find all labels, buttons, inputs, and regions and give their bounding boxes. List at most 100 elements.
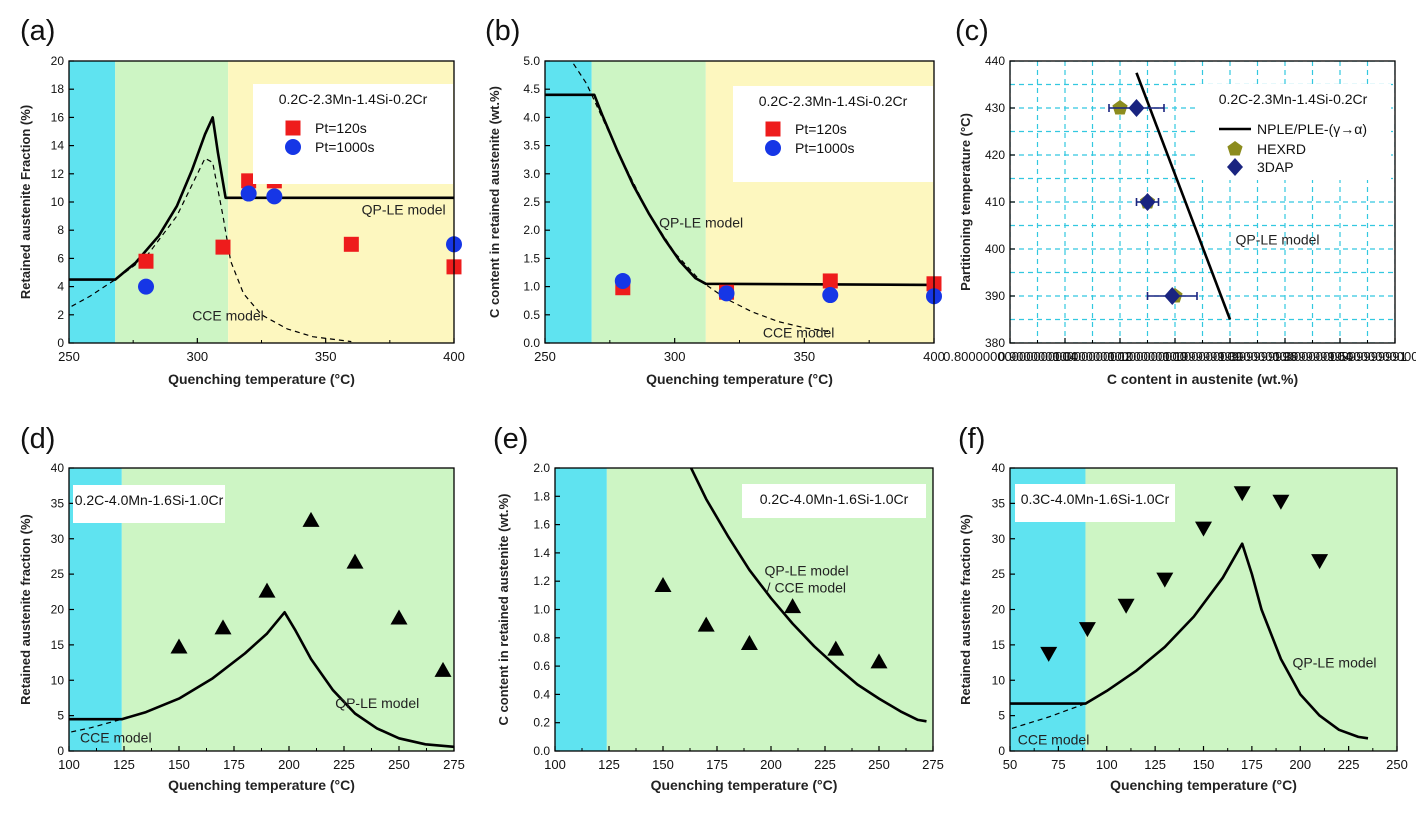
annotation-e: / CCE model: [767, 580, 846, 596]
y-tick-label: 4.0: [523, 110, 540, 124]
data-point-f: [1040, 646, 1058, 662]
x-tick-label: 75: [1051, 757, 1065, 772]
x-axis-title-d: Quenching temperature (°C): [168, 777, 355, 793]
y-axis-title-a: Retained austenite Fraction (%): [18, 105, 33, 299]
x-tick-label: 250: [1386, 757, 1408, 772]
model-line-b-0: [545, 93, 934, 287]
data-point-a: [138, 278, 154, 295]
y-tick-label: 20: [51, 54, 65, 68]
x-tick-label: 100: [1096, 757, 1118, 772]
x-tick-label: 0.90000000000000002: [998, 349, 1132, 364]
legend-item-label: HEXRD: [1257, 141, 1306, 157]
x-tick-label: 100: [58, 757, 80, 772]
data-point-f: [1272, 494, 1290, 510]
x-tick-label: 125: [598, 757, 620, 772]
data-point-d: [434, 661, 452, 677]
y-tick-label: 1.0: [533, 603, 550, 617]
data-point-d: [302, 511, 320, 527]
y-tick-label: 430: [985, 101, 1005, 115]
x-tick-label: 225: [814, 757, 836, 772]
y-tick-label: 5: [998, 709, 1005, 723]
legend-box-c: [1195, 84, 1391, 180]
x-tick-label: 125: [1144, 757, 1166, 772]
region-b-1: [591, 61, 706, 343]
model-line-c-0: [1135, 72, 1232, 320]
chart-f: (f) 50 75 100 125 150 175 200 225 250 0 5 10 15 20 25 30…: [958, 423, 1408, 793]
y-tick-label: 12: [51, 167, 65, 181]
y-tick-label: 5: [57, 709, 64, 723]
y-tick-label: 1.2: [533, 574, 550, 588]
region-a-1: [115, 61, 229, 343]
legend-marker-swatch: [1227, 141, 1243, 156]
y-tick-label: 0.2: [533, 716, 550, 730]
x-tick-label: 125: [113, 757, 135, 772]
x-tick-label: 175: [706, 757, 728, 772]
legend-title-e: 0.2C-4.0Mn-1.6Si-1.0Cr: [760, 491, 909, 507]
y-tick-label: 3.0: [523, 167, 540, 181]
x-tick-label: 225: [1338, 757, 1360, 772]
x-tick-label: 1.39999999999999991: [1273, 349, 1407, 364]
y-tick-label: 0.8: [533, 631, 550, 645]
y-tick-label: 20: [51, 603, 65, 617]
legend-title-d: 0.2C-4.0Mn-1.6Si-1.0Cr: [75, 492, 224, 508]
data-point-c: [1164, 287, 1181, 305]
y-axis-title-f: Retained austenite fraction (%): [958, 514, 973, 705]
data-point-f: [1195, 521, 1212, 537]
model-line-a-1: [71, 157, 352, 343]
y-tick-label: 0.0: [523, 336, 540, 350]
x-tick-label: 1.00000000000000000: [1053, 349, 1187, 364]
y-tick-label: 1.0: [523, 280, 540, 294]
y-tick-label: 5.0: [523, 54, 540, 68]
data-point-b: [614, 272, 631, 289]
y-tick-label: 410: [985, 195, 1005, 209]
y-tick-label: 6: [57, 251, 64, 265]
annotation-b: QP-LE model: [659, 214, 743, 230]
x-tick-label: 50: [1003, 757, 1017, 772]
data-point-e: [740, 634, 758, 650]
x-tick-label: 150: [1193, 757, 1215, 772]
chart-a: (a) 250 300 350 400 0 2 4 6 8 10 12 14 16 18 20 Quenchin…: [18, 15, 465, 387]
lines-b: [545, 63, 934, 333]
data-point-a: [241, 173, 257, 189]
y-tick-label: 0.6: [533, 659, 550, 673]
data-point-e: [827, 640, 845, 656]
panel-label-b: (b): [485, 15, 520, 47]
x-tick-label: 100: [544, 757, 566, 772]
data-point-a: [266, 188, 283, 205]
panel-label-f: (f): [958, 423, 985, 455]
model-line-a-0: [69, 116, 454, 281]
x-tick-label: 250: [868, 757, 890, 772]
x-tick-label: 175: [1241, 757, 1263, 772]
region-e-0: [555, 468, 607, 751]
lines-a: [69, 116, 454, 343]
chart-c: (c) 0.800000000000000040.9000000000000000…: [943, 15, 1416, 387]
legend-item-label: Pt=120s: [795, 121, 847, 137]
model-line-f-1: [1011, 703, 1086, 729]
x-tick-label: 400: [443, 349, 465, 364]
legend-box-f: [1015, 484, 1175, 522]
y-tick-label: 390: [985, 289, 1005, 303]
y-tick-label: 0.0: [533, 744, 550, 758]
chart-d: (d) 100 125 150 175 200 225 250 275 0 5 10 15 20 25 30 3…: [18, 423, 465, 793]
y-tick-label: 1.4: [533, 546, 550, 560]
x-tick-label: 175: [223, 757, 245, 772]
data-point-f: [1156, 572, 1174, 588]
panel-label-c: (c): [955, 15, 989, 47]
y-tick-label: 0: [57, 336, 64, 350]
y-tick-label: 15: [51, 638, 65, 652]
x-tick-label: 150: [652, 757, 674, 772]
y-tick-label: 20: [992, 603, 1006, 617]
legend-title-f: 0.3C-4.0Mn-1.6Si-1.0Cr: [1021, 491, 1170, 507]
data-point-f: [1311, 554, 1329, 570]
legend-title-a: 0.2C-2.3Mn-1.4Si-0.2Cr: [279, 91, 428, 107]
x-tick-label: 275: [443, 757, 465, 772]
y-tick-label: 14: [51, 139, 65, 153]
chart-b: (b) 250 300 350 400 0.0 0.5 1.0 1.5 2.0 2.5 3.0 3.5 4…: [485, 15, 945, 387]
x-tick-label: 1.10000000000000009: [1108, 349, 1242, 364]
data-point-f: [1078, 622, 1096, 638]
data-point-b: [718, 285, 735, 302]
y-tick-label: 10: [51, 673, 65, 687]
y-tick-label: 30: [51, 532, 65, 546]
